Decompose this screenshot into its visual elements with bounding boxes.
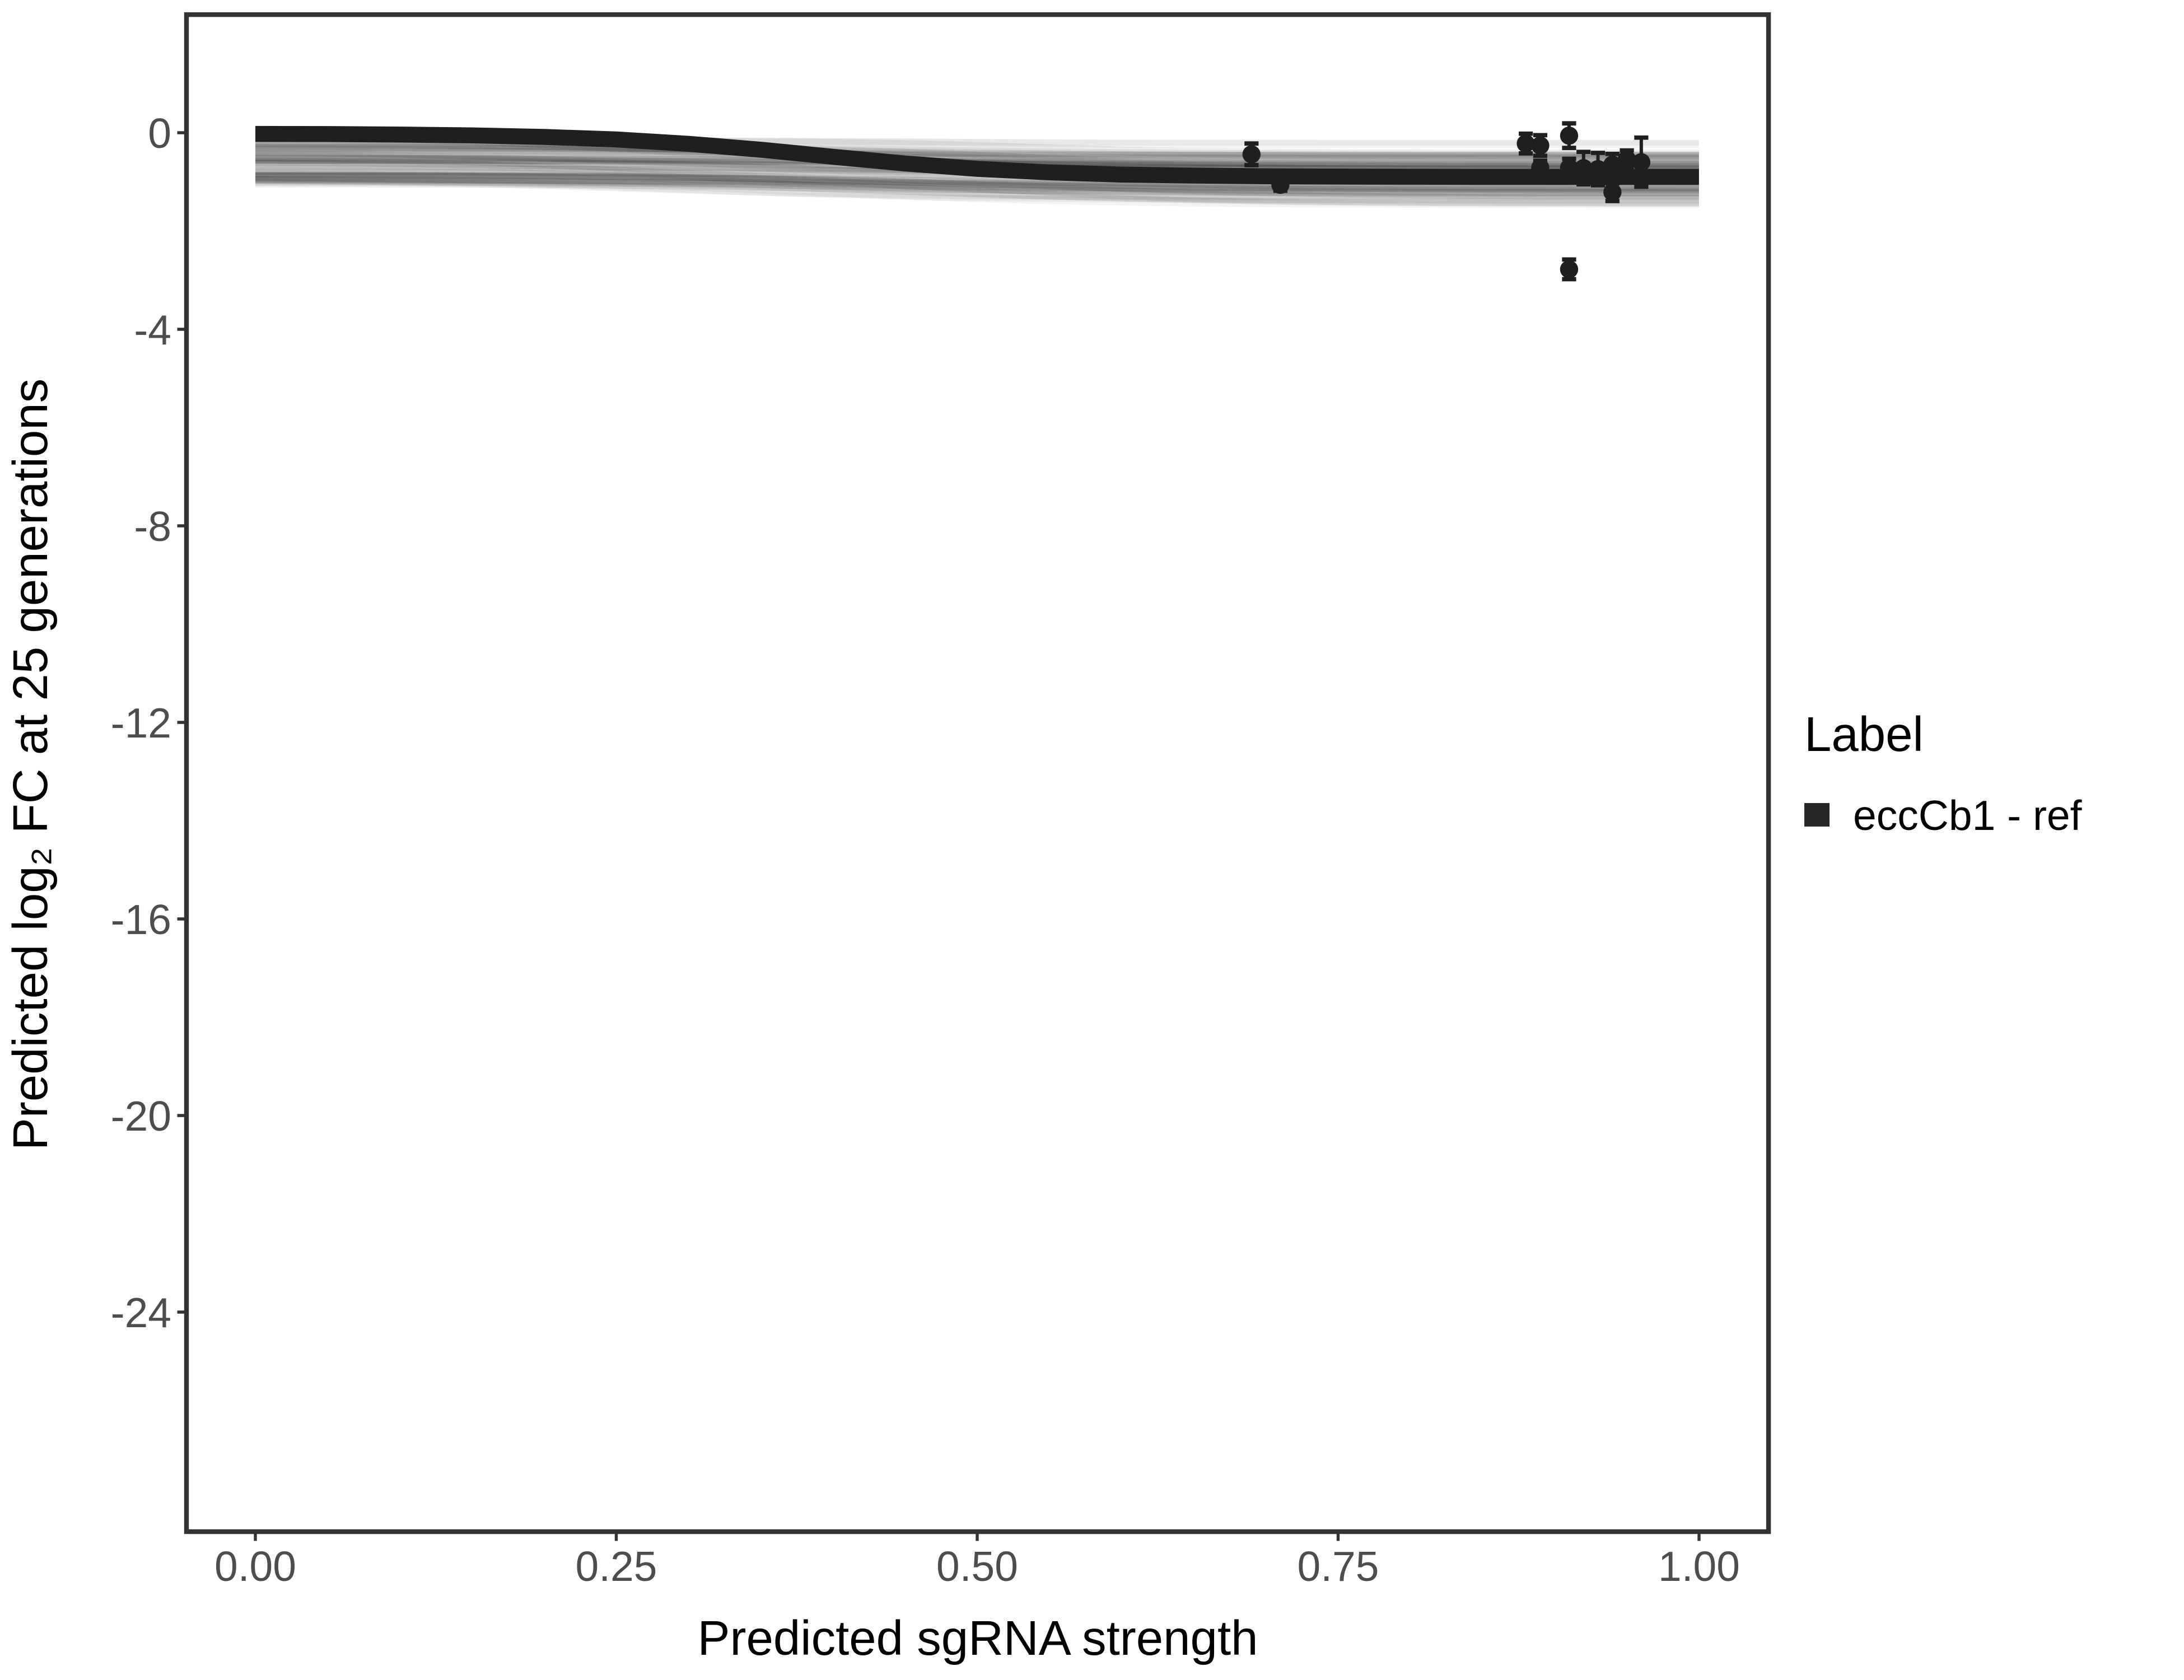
posterior-band [255,134,1699,208]
posterior-draw-line [255,172,1699,194]
data-point-group [1271,175,1290,194]
posterior-draw-line [255,179,1699,202]
data-point-group [1560,257,1579,282]
posterior-draw-line [255,176,1699,189]
x-tick-label: 0.50 [936,1543,1018,1590]
data-point-group [1531,133,1550,158]
data-points [1242,121,1651,282]
data-point [1560,127,1579,145]
x-axis-title: Predicted sgRNA strength [697,1611,1258,1665]
x-tick-label: 0.75 [1298,1543,1379,1590]
data-point [1632,153,1651,171]
data-point-group [1617,148,1636,171]
data-point [1516,134,1535,153]
data-point [1560,260,1579,279]
y-axis-title: Predicted log₂ FC at 25 generations [3,379,58,1150]
x-axis-ticks: 0.00 0.25 0.50 0.75 1.00 [214,1532,1740,1590]
posterior-draw-line [255,142,1699,160]
posterior-draw-line [255,175,1699,194]
posterior-draw-line [255,172,1699,197]
y-tick-label: -8 [134,503,171,550]
data-point-group [1242,141,1261,167]
data-point-group [1574,150,1593,187]
posterior-draw-line [255,176,1699,196]
data-point-group [1589,151,1607,188]
data-point [1617,150,1636,169]
data-point-group [1560,121,1579,151]
posterior-draw-line [255,147,1699,157]
data-point [1531,136,1550,155]
posterior-draw-line [255,172,1699,200]
x-tick-label: 1.00 [1658,1543,1740,1590]
data-point-group [1516,131,1535,156]
data-point [1271,175,1290,194]
posterior-draw-line [255,148,1699,160]
legend: Label eccCb1 - ref [1804,707,2082,839]
data-point-group [1603,181,1622,203]
y-tick-label: -24 [111,1289,171,1336]
posterior-draw-line [255,170,1699,198]
legend-key-square-icon [1804,803,1830,827]
mean-curve [255,125,1699,185]
posterior-draw-line [255,172,1699,196]
posterior-draw-line [255,173,1699,194]
x-tick-label: 0.00 [214,1543,296,1590]
data-point [1603,183,1622,202]
posterior-draw-line [255,176,1699,200]
data-point [1531,158,1550,177]
legend-title: Label [1804,707,1924,762]
posterior-draw-line [255,169,1699,192]
data-point [1242,145,1261,164]
posterior-draw-line [255,146,1699,159]
posterior-draw-line [255,179,1699,207]
posterior-draw-line [255,179,1699,201]
posterior-draw-line [255,164,1699,193]
posterior-draw-line [255,150,1699,164]
x-tick-label: 0.25 [576,1543,657,1590]
posterior-draw-line [255,179,1699,200]
y-tick-label: -12 [111,699,171,746]
y-tick-label: -16 [111,896,171,943]
posterior-draw-line [255,171,1699,193]
data-point [1603,155,1622,174]
panel-border [184,12,1771,1534]
data-point [1589,160,1607,179]
data-point [1560,158,1579,177]
posterior-draw-line [255,175,1699,208]
data-point-group [1560,156,1579,179]
data-point-group [1531,158,1550,177]
legend-item-label: eccCb1 - ref [1853,792,2082,839]
posterior-draw-line [255,178,1699,203]
y-axis-ticks: 0 -4 -8 -12 -16 -20 -24 [111,110,186,1336]
posterior-draw-line [255,176,1699,205]
data-point [1574,158,1593,178]
y-tick-label: -4 [134,306,171,353]
data-point-group [1632,135,1651,189]
y-tick-label: -20 [111,1093,171,1140]
posterior-draw-line [255,152,1699,162]
fitted-curve [255,125,1699,185]
posterior-draw-line [255,142,1699,158]
data-point-group [1603,151,1622,178]
y-tick-label: 0 [148,110,171,157]
posterior-draw-line [255,144,1699,162]
posterior-draw-line [255,146,1699,172]
posterior-draw-line [255,181,1699,207]
